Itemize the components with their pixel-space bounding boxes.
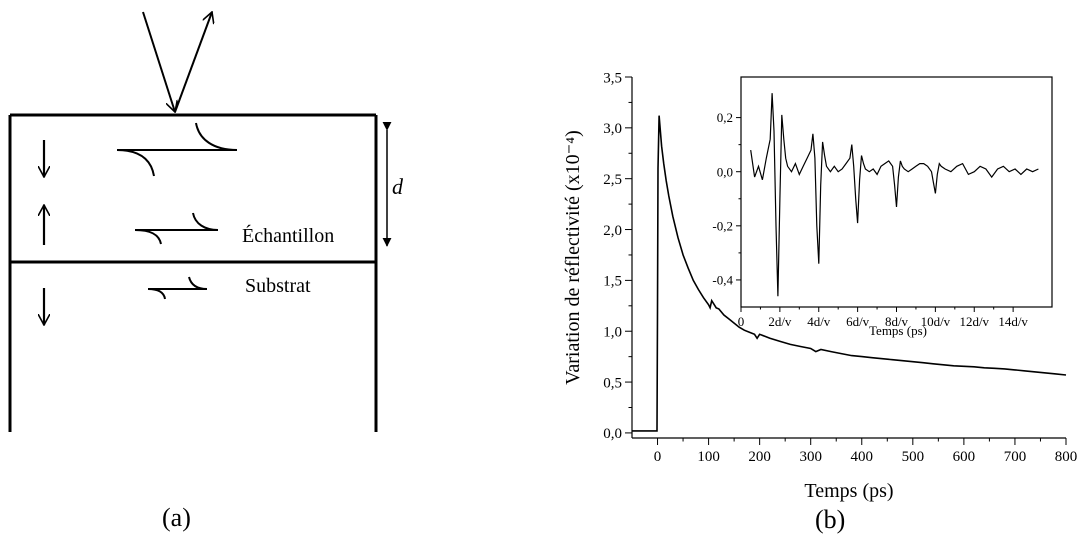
inset-y-tick-label: 0,2 [717, 110, 733, 125]
main-y-tick-label: 2,0 [603, 223, 622, 239]
inset-y-tick-label: -0,2 [712, 218, 733, 233]
inset-y-tick-label: 0,0 [717, 164, 733, 179]
panel-b-label: (b) [815, 505, 845, 534]
inset-x-tick-label: 2d/v [768, 314, 792, 329]
inset-x-tick-label: 8d/v [885, 314, 909, 329]
panel-a-label: (a) [162, 503, 191, 532]
inset-x-tick-label: 4d/v [807, 314, 831, 329]
inset-x-tick-label: 12d/v [959, 314, 989, 329]
main-series-line [632, 115, 1067, 432]
main-plot-area [631, 77, 1066, 439]
main-y-tick-label: 1,5 [603, 274, 622, 290]
inset-x-axis-label: Temps (ps) [869, 323, 927, 338]
reflectivity-chart: 0 100 200 300 400 500 600 700 800 0,0 0,5 1,0 1,5 2,0… [562, 70, 1077, 534]
thickness-label: d [392, 174, 404, 199]
main-x-tick-label: 0 [654, 449, 662, 465]
main-y-tick-label: 0,5 [603, 375, 622, 391]
substrate-label: Substrat [245, 275, 311, 297]
reflected-beam-arrow [174, 12, 212, 113]
main-x-tick-label: 400 [851, 449, 874, 465]
strain-pulse-icon [134, 212, 219, 245]
main-x-tick-label: 300 [799, 449, 822, 465]
main-x-tick-label: 600 [953, 449, 976, 465]
main-x-tick-label: 700 [1004, 449, 1027, 465]
inset-series-line [750, 93, 1039, 297]
main-y-tick-label: 2,5 [603, 172, 622, 188]
strain-pulse-icon [147, 276, 208, 300]
inset-frame [740, 76, 1053, 308]
main-y-tick-label: 1,0 [603, 324, 622, 340]
main-x-tick-label: 500 [902, 449, 925, 465]
strain-pulse-icon [116, 122, 238, 177]
incident-beam-arrow [142, 11, 175, 112]
panel-a-schematic: d Échantillon Substrat (a) [0, 0, 520, 552]
main-y-tick-label: 3,5 [603, 70, 622, 86]
panel-b-chart: 0 100 200 300 400 500 600 700 800 0,0 0,5 1,0 1,5 2,0… [520, 0, 1085, 552]
inset-x-tick-label: 14d/v [998, 314, 1028, 329]
main-y-axis-label: Variation de réflectivité (x10⁻⁴) [562, 130, 584, 385]
main-y-tick-label: 0,0 [603, 426, 622, 442]
main-x-axis-label: Temps (ps) [804, 480, 893, 502]
main-ticks: 0 100 200 300 400 500 600 700 800 0,0 0,5 1,0 1,5 2,0… [603, 70, 1077, 465]
main-y-tick-label: 3,0 [603, 121, 622, 137]
inset-x-tick-label: 6d/v [846, 314, 870, 329]
inset-plot-area [740, 76, 1053, 308]
schematic-svg: d Échantillon Substrat (a) [8, 0, 404, 532]
main-x-tick-label: 800 [1055, 449, 1078, 465]
inset-y-tick-label: -0,4 [712, 272, 733, 287]
main-x-tick-label: 100 [697, 449, 720, 465]
sample-label: Échantillon [242, 224, 334, 247]
inset-x-tick-label: 10d/v [921, 314, 951, 329]
inset-ticks: 0 2d/v 4d/v 6d/v 8d/v 10d/v 12d/v 14d/v -0,4 -0,2… [712, 110, 1028, 329]
main-x-tick-label: 200 [748, 449, 771, 465]
inset-x-tick-label: 0 [738, 314, 745, 329]
